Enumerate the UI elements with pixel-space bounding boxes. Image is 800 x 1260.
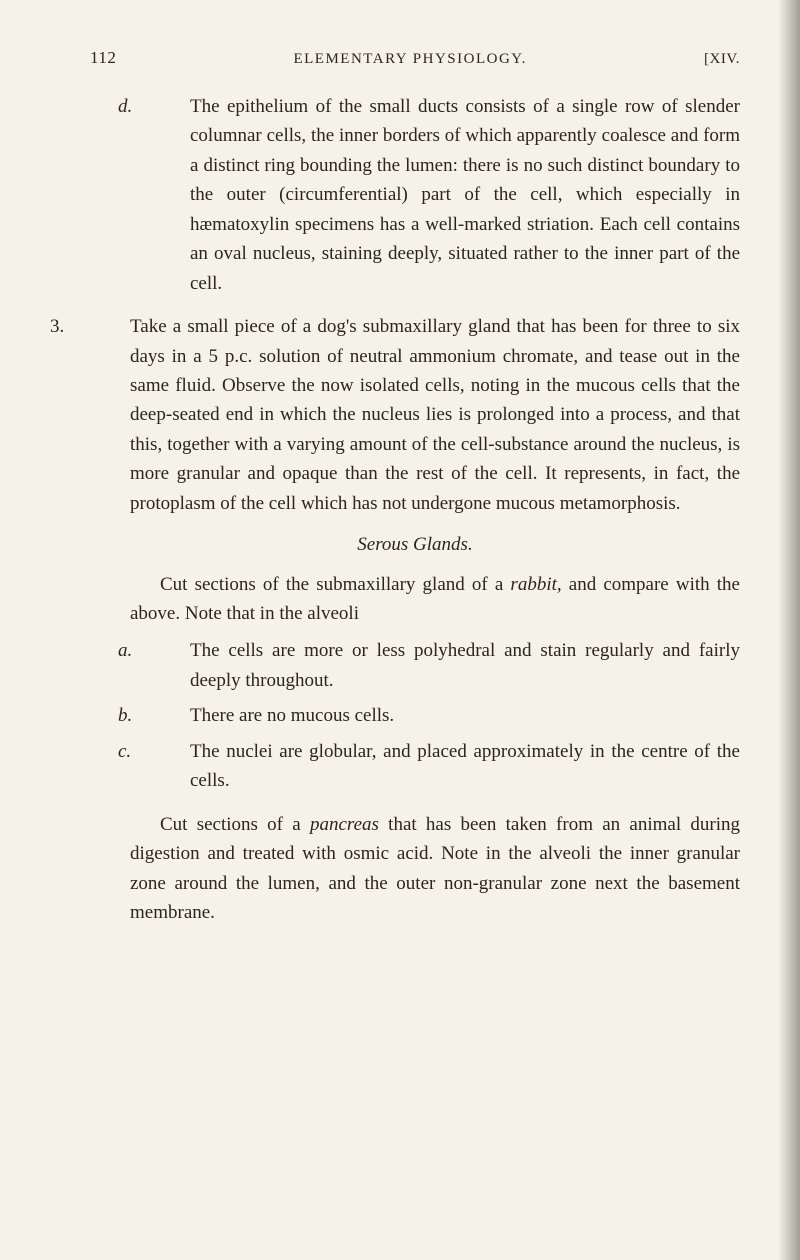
sub-c-text: The nuclei are globular, and placed appr… [190,741,740,791]
page-header: 112 ELEMENTARY PHYSIOLOGY. [XIV. [90,48,740,68]
sub-item-a: a.The cells are more or less polyhedral … [190,636,740,695]
paragraph-d: d.The epithelium of the small ducts cons… [190,92,740,298]
item-letter-b: b. [154,701,190,730]
cut-text-before: Cut sections of the submaxillary gland o… [160,574,510,595]
paragraph-3: 3.Take a small piece of a dog's submaxil… [130,312,740,518]
paragraph-cut-sections: Cut sections of the submaxillary gland o… [130,570,740,629]
pancreas-italic: pancreas [310,814,379,835]
rabbit-italic: rabbit, [510,574,561,595]
page-edge-shadow [778,0,800,1260]
chapter-marker: [XIV. [704,51,740,68]
section-title: Serous Glands. [90,530,740,559]
page-container: 112 ELEMENTARY PHYSIOLOGY. [XIV. d.The e… [0,0,800,1260]
sub-item-b: b.There are no mucous cells. [190,701,740,730]
paragraph-3-text: Take a small piece of a dog's submaxilla… [130,316,740,514]
sub-item-c: c.The nuclei are globular, and placed ap… [190,737,740,796]
item-letter-c: c. [154,737,190,766]
body-text: d.The epithelium of the small ducts cons… [90,92,740,927]
pancreas-text-before: Cut sections of a [160,814,310,835]
paragraph-d-text: The epithelium of the small ducts consis… [190,96,740,294]
item-letter-a: a. [154,636,190,665]
sub-b-text: There are no mucous cells. [190,705,394,726]
sub-a-text: The cells are more or less polyhedral an… [190,640,740,690]
page-number: 112 [90,48,116,68]
paragraph-pancreas: Cut sections of a pancreas that has been… [130,810,740,928]
item-number-3: 3. [90,312,130,341]
book-title: ELEMENTARY PHYSIOLOGY. [293,51,526,68]
item-letter-d: d. [154,92,190,121]
